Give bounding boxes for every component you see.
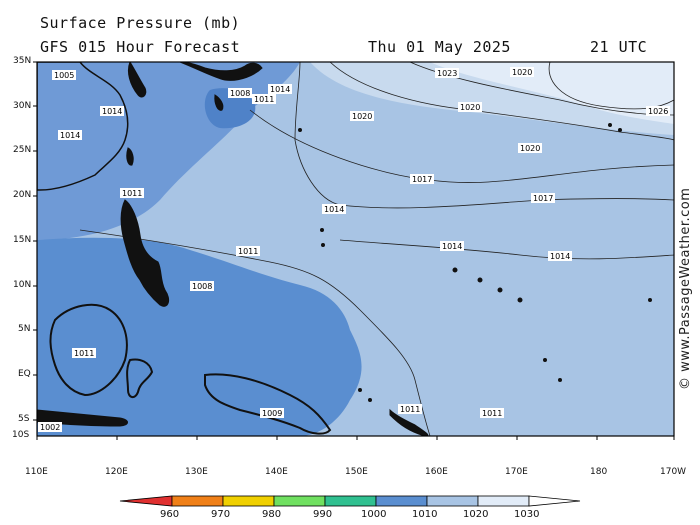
forecast-time: 21 UTC <box>590 38 648 56</box>
legend-swatch <box>426 495 479 507</box>
legend-swatch <box>119 495 173 507</box>
legend-swatch <box>528 495 581 507</box>
lat-label: 10S <box>12 430 30 440</box>
contour-label: 1020 <box>458 102 482 112</box>
contour-label: 1020 <box>350 111 374 121</box>
svg-text:1026: 1026 <box>648 107 668 116</box>
contour-label: 1020 <box>518 143 542 153</box>
contour-label: 1026 <box>646 106 670 116</box>
legend-label: 980 <box>262 509 282 520</box>
contour-label: 1020 <box>510 67 534 77</box>
lat-label: 10N <box>13 280 32 290</box>
contour-label: 1014 <box>322 204 346 214</box>
svg-text:1020: 1020 <box>352 112 372 121</box>
map-frame <box>36 61 675 437</box>
lat-label: 30N <box>13 101 32 111</box>
lat-label: 5N <box>18 324 31 334</box>
svg-text:1014: 1014 <box>102 107 122 116</box>
svg-text:1011: 1011 <box>254 95 274 104</box>
svg-text:1002: 1002 <box>40 423 60 432</box>
contour-label: 1011 <box>72 348 96 358</box>
legend-swatch <box>375 495 428 507</box>
contour-label: 1014 <box>58 130 82 140</box>
contour-label: 1005 <box>52 70 76 80</box>
contour-label: 1008 <box>190 281 214 291</box>
lon-label: 120E <box>105 467 128 477</box>
contour-labels: 1005 1008 1011 1014 1017 1020 1023 1026 … <box>38 67 670 432</box>
legend-swatch <box>324 495 377 507</box>
contour-label: 1011 <box>252 94 276 104</box>
legend-label: 990 <box>313 509 333 520</box>
contour-label: 1017 <box>410 174 434 184</box>
contour-label: 1008 <box>228 88 252 98</box>
lat-label: EQ <box>18 369 31 379</box>
contour-label: 1011 <box>398 404 422 414</box>
lat-label: 15N <box>13 235 32 245</box>
lon-label: 130E <box>185 467 208 477</box>
lon-label: 110E <box>25 467 48 477</box>
pressure-legend <box>119 495 581 507</box>
svg-text:1011: 1011 <box>74 349 94 358</box>
svg-text:1014: 1014 <box>270 85 290 94</box>
legend-swatch <box>171 495 224 507</box>
svg-text:1017: 1017 <box>412 175 432 184</box>
lat-label: 20N <box>13 190 32 200</box>
contour-label: 1014 <box>268 84 292 94</box>
svg-text:1011: 1011 <box>238 247 258 256</box>
svg-text:1005: 1005 <box>54 71 74 80</box>
lon-label: 180 <box>590 467 608 477</box>
highest-pressure-zone <box>430 62 674 124</box>
contour-label: 1011 <box>120 188 144 198</box>
svg-text:1020: 1020 <box>460 103 480 112</box>
contour-label: 1014 <box>440 241 464 251</box>
svg-text:1008: 1008 <box>192 282 212 291</box>
site-credit: © www.PassageWeather.com <box>678 187 693 390</box>
legend-label: 970 <box>211 509 231 520</box>
low-pressure-south <box>37 237 362 436</box>
contour-label: 1009 <box>260 408 284 418</box>
legend-label: 1000 <box>361 509 387 520</box>
lon-label: 170E <box>505 467 528 477</box>
svg-text:1014: 1014 <box>442 242 462 251</box>
svg-text:1011: 1011 <box>400 405 420 414</box>
axis-ticks <box>33 61 675 440</box>
lat-label: 25N <box>13 145 32 155</box>
svg-text:1014: 1014 <box>550 252 570 261</box>
contour-label: 1014 <box>548 251 572 261</box>
svg-text:1014: 1014 <box>324 205 344 214</box>
legend-label: 1010 <box>412 509 438 520</box>
contour-label: 1014 <box>100 106 124 116</box>
lon-label: 170W <box>660 467 687 477</box>
legend-swatch <box>477 495 530 507</box>
map-title: Surface Pressure (mb) <box>40 14 241 32</box>
contour-label: 1002 <box>38 422 62 432</box>
legend-swatch <box>222 495 275 507</box>
lon-label: 140E <box>265 467 288 477</box>
svg-text:1014: 1014 <box>60 131 80 140</box>
contour-label: 1023 <box>435 68 459 78</box>
contour-label: 1017 <box>531 193 555 203</box>
legend-label: 1020 <box>463 509 489 520</box>
svg-text:1023: 1023 <box>437 69 457 78</box>
svg-text:1011: 1011 <box>122 189 142 198</box>
legend-label: 1030 <box>514 509 540 520</box>
svg-text:1020: 1020 <box>520 144 540 153</box>
forecast-date: Thu 01 May 2025 <box>368 38 511 56</box>
legend-swatch <box>273 495 326 507</box>
svg-text:1020: 1020 <box>512 68 532 77</box>
lon-label: 150E <box>345 467 368 477</box>
svg-text:1017: 1017 <box>533 194 553 203</box>
forecast-subtitle: GFS 015 Hour Forecast <box>40 38 241 56</box>
lat-label: 35N <box>13 56 32 66</box>
lon-label: 160E <box>425 467 448 477</box>
svg-text:1009: 1009 <box>262 409 282 418</box>
svg-text:1008: 1008 <box>230 89 250 98</box>
lat-label: 5S <box>18 414 30 424</box>
svg-text:1011: 1011 <box>482 409 502 418</box>
legend-label: 960 <box>160 509 180 520</box>
contour-label: 1011 <box>236 246 260 256</box>
contour-label: 1011 <box>480 408 504 418</box>
